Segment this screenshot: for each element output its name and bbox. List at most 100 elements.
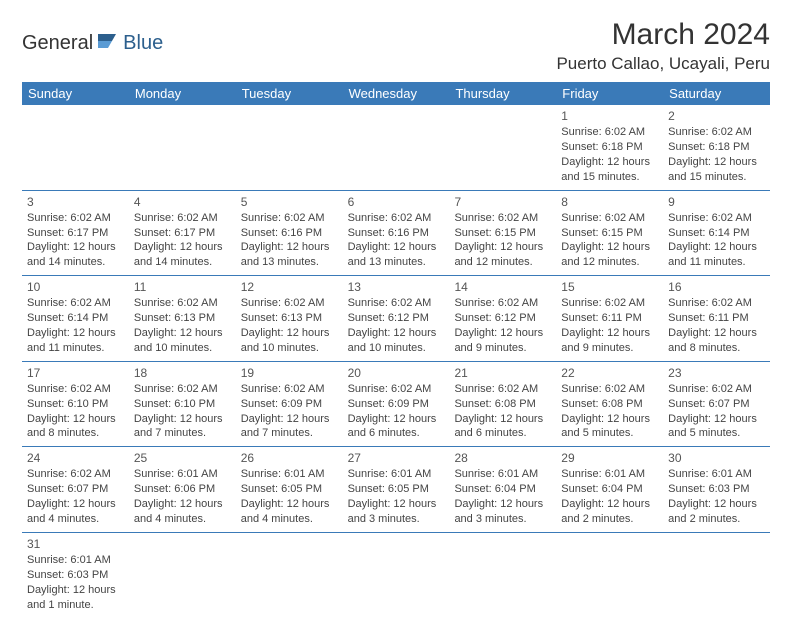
sunset-line: Sunset: 6:13 PM [241, 311, 338, 326]
day-cell: 23Sunrise: 6:02 AMSunset: 6:07 PMDayligh… [663, 362, 770, 447]
day-cell: 26Sunrise: 6:01 AMSunset: 6:05 PMDayligh… [236, 447, 343, 532]
day-number: 10 [27, 279, 124, 295]
sunset-line: Sunset: 6:07 PM [27, 482, 124, 497]
day-cell: 4Sunrise: 6:02 AMSunset: 6:17 PMDaylight… [129, 191, 236, 276]
sunset-line: Sunset: 6:13 PM [134, 311, 231, 326]
day-cell: 24Sunrise: 6:02 AMSunset: 6:07 PMDayligh… [22, 447, 129, 532]
week-row: 1Sunrise: 6:02 AMSunset: 6:18 PMDaylight… [22, 105, 770, 191]
sunset-line: Sunset: 6:18 PM [561, 140, 658, 155]
sunset-line: Sunset: 6:12 PM [348, 311, 445, 326]
daylight-line: Daylight: 12 hours and 3 minutes. [454, 497, 551, 527]
daylight-line: Daylight: 12 hours and 5 minutes. [668, 412, 765, 442]
day-cell: 6Sunrise: 6:02 AMSunset: 6:16 PMDaylight… [343, 191, 450, 276]
sunset-line: Sunset: 6:14 PM [27, 311, 124, 326]
week-row: 17Sunrise: 6:02 AMSunset: 6:10 PMDayligh… [22, 362, 770, 448]
day-number: 3 [27, 194, 124, 210]
day-number: 8 [561, 194, 658, 210]
day-number: 17 [27, 365, 124, 381]
calendar: SundayMondayTuesdayWednesdayThursdayFrid… [22, 82, 770, 617]
empty-cell [236, 105, 343, 190]
sunrise-line: Sunrise: 6:02 AM [561, 125, 658, 140]
sunrise-line: Sunrise: 6:01 AM [668, 467, 765, 482]
sunset-line: Sunset: 6:08 PM [561, 397, 658, 412]
sunrise-line: Sunrise: 6:02 AM [27, 467, 124, 482]
location-text: Puerto Callao, Ucayali, Peru [556, 54, 770, 74]
daylight-line: Daylight: 12 hours and 11 minutes. [27, 326, 124, 356]
week-row: 10Sunrise: 6:02 AMSunset: 6:14 PMDayligh… [22, 276, 770, 362]
day-number: 13 [348, 279, 445, 295]
day-header: Thursday [449, 82, 556, 105]
sunrise-line: Sunrise: 6:02 AM [27, 211, 124, 226]
sunset-line: Sunset: 6:08 PM [454, 397, 551, 412]
logo: General Blue [22, 32, 163, 55]
day-number: 27 [348, 450, 445, 466]
daylight-line: Daylight: 12 hours and 9 minutes. [454, 326, 551, 356]
empty-cell [449, 533, 556, 617]
header: General Blue March 2024 Puerto Callao, U… [22, 18, 770, 74]
day-number: 7 [454, 194, 551, 210]
day-cell: 29Sunrise: 6:01 AMSunset: 6:04 PMDayligh… [556, 447, 663, 532]
day-number: 9 [668, 194, 765, 210]
sunset-line: Sunset: 6:03 PM [27, 568, 124, 583]
day-cell: 21Sunrise: 6:02 AMSunset: 6:08 PMDayligh… [449, 362, 556, 447]
daylight-line: Daylight: 12 hours and 2 minutes. [668, 497, 765, 527]
day-cell: 10Sunrise: 6:02 AMSunset: 6:14 PMDayligh… [22, 276, 129, 361]
day-header: Tuesday [236, 82, 343, 105]
flag-icon [98, 32, 120, 55]
sunrise-line: Sunrise: 6:02 AM [668, 211, 765, 226]
day-cell: 9Sunrise: 6:02 AMSunset: 6:14 PMDaylight… [663, 191, 770, 276]
sunset-line: Sunset: 6:12 PM [454, 311, 551, 326]
empty-cell [556, 533, 663, 617]
sunset-line: Sunset: 6:16 PM [348, 226, 445, 241]
day-number: 4 [134, 194, 231, 210]
sunrise-line: Sunrise: 6:02 AM [668, 125, 765, 140]
empty-cell [129, 105, 236, 190]
day-number: 20 [348, 365, 445, 381]
sunset-line: Sunset: 6:09 PM [348, 397, 445, 412]
day-number: 5 [241, 194, 338, 210]
day-number: 31 [27, 536, 124, 552]
day-cell: 18Sunrise: 6:02 AMSunset: 6:10 PMDayligh… [129, 362, 236, 447]
day-cell: 16Sunrise: 6:02 AMSunset: 6:11 PMDayligh… [663, 276, 770, 361]
sunrise-line: Sunrise: 6:02 AM [134, 296, 231, 311]
sunset-line: Sunset: 6:11 PM [561, 311, 658, 326]
sunset-line: Sunset: 6:09 PM [241, 397, 338, 412]
daylight-line: Daylight: 12 hours and 10 minutes. [241, 326, 338, 356]
daylight-line: Daylight: 12 hours and 6 minutes. [454, 412, 551, 442]
daylight-line: Daylight: 12 hours and 13 minutes. [348, 240, 445, 270]
daylight-line: Daylight: 12 hours and 11 minutes. [668, 240, 765, 270]
sunset-line: Sunset: 6:15 PM [561, 226, 658, 241]
day-number: 30 [668, 450, 765, 466]
day-cell: 12Sunrise: 6:02 AMSunset: 6:13 PMDayligh… [236, 276, 343, 361]
sunrise-line: Sunrise: 6:01 AM [134, 467, 231, 482]
day-cell: 15Sunrise: 6:02 AMSunset: 6:11 PMDayligh… [556, 276, 663, 361]
title-block: March 2024 Puerto Callao, Ucayali, Peru [556, 18, 770, 74]
daylight-line: Daylight: 12 hours and 7 minutes. [134, 412, 231, 442]
sunset-line: Sunset: 6:10 PM [27, 397, 124, 412]
sunrise-line: Sunrise: 6:02 AM [561, 382, 658, 397]
sunrise-line: Sunrise: 6:02 AM [27, 382, 124, 397]
day-header: Friday [556, 82, 663, 105]
sunset-line: Sunset: 6:11 PM [668, 311, 765, 326]
sunset-line: Sunset: 6:03 PM [668, 482, 765, 497]
daylight-line: Daylight: 12 hours and 10 minutes. [134, 326, 231, 356]
logo-text-blue: Blue [123, 32, 163, 55]
day-cell: 2Sunrise: 6:02 AMSunset: 6:18 PMDaylight… [663, 105, 770, 190]
sunrise-line: Sunrise: 6:01 AM [454, 467, 551, 482]
sunrise-line: Sunrise: 6:02 AM [27, 296, 124, 311]
day-number: 12 [241, 279, 338, 295]
day-cell: 30Sunrise: 6:01 AMSunset: 6:03 PMDayligh… [663, 447, 770, 532]
day-cell: 1Sunrise: 6:02 AMSunset: 6:18 PMDaylight… [556, 105, 663, 190]
daylight-line: Daylight: 12 hours and 14 minutes. [27, 240, 124, 270]
sunset-line: Sunset: 6:10 PM [134, 397, 231, 412]
daylight-line: Daylight: 12 hours and 13 minutes. [241, 240, 338, 270]
day-headers-row: SundayMondayTuesdayWednesdayThursdayFrid… [22, 82, 770, 105]
daylight-line: Daylight: 12 hours and 7 minutes. [241, 412, 338, 442]
day-header: Saturday [663, 82, 770, 105]
day-header: Sunday [22, 82, 129, 105]
daylight-line: Daylight: 12 hours and 2 minutes. [561, 497, 658, 527]
day-number: 11 [134, 279, 231, 295]
sunrise-line: Sunrise: 6:01 AM [348, 467, 445, 482]
sunset-line: Sunset: 6:07 PM [668, 397, 765, 412]
daylight-line: Daylight: 12 hours and 10 minutes. [348, 326, 445, 356]
